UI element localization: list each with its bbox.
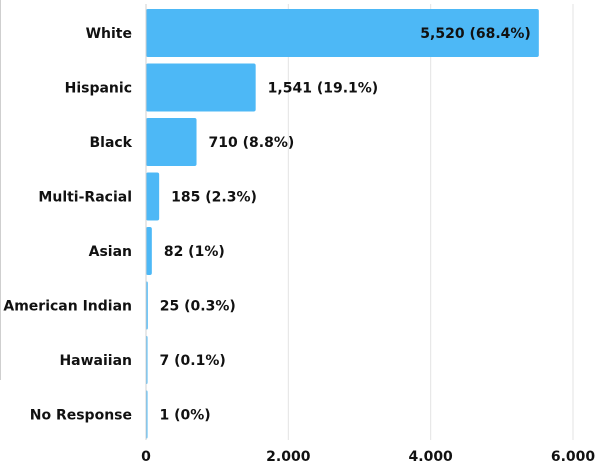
bar [146, 63, 256, 112]
value-label: 7 (0.1%) [160, 353, 226, 369]
x-tick-label: 2.000 [266, 449, 311, 462]
category-label: Hawaiian [59, 353, 132, 369]
x-tick-label: 6.000 [551, 449, 596, 462]
category-label: No Response [30, 408, 132, 424]
left-edge-line [0, 0, 1, 380]
category-label: Multi-Racial [38, 190, 132, 206]
bar [146, 118, 197, 166]
value-label: 1 (0%) [160, 408, 211, 424]
value-label: 1,541 (19.1%) [268, 81, 379, 97]
x-tick-label: 4.000 [409, 449, 454, 462]
value-label: 25 (0.3%) [160, 299, 236, 315]
category-label: Hispanic [65, 81, 132, 97]
x-tick-label: 0 [141, 449, 151, 462]
value-label: 5,520 (68.4%) [420, 26, 531, 42]
value-label: 185 (2.3%) [171, 190, 257, 206]
category-label: Black [89, 135, 132, 151]
category-label: American Indian [3, 299, 132, 315]
category-label: Asian [89, 244, 132, 260]
value-label: 710 (8.8%) [209, 135, 295, 151]
bar [146, 9, 539, 57]
bar [146, 172, 160, 221]
value-label: 82 (1%) [164, 244, 225, 260]
category-label: White [86, 26, 132, 42]
bar [146, 227, 152, 275]
